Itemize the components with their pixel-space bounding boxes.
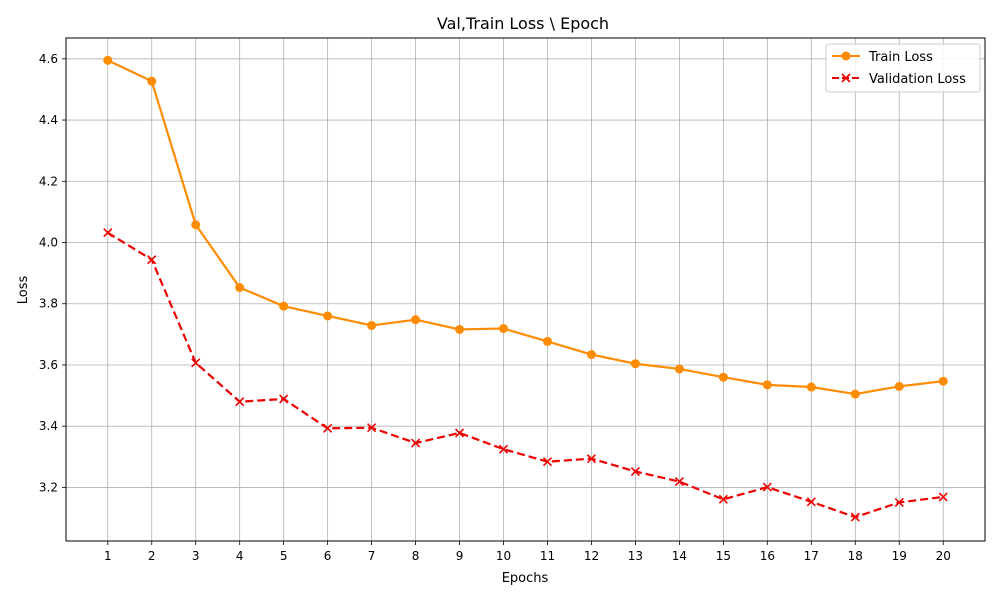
train-loss-point [191, 220, 201, 230]
validation-loss-line [107, 231, 944, 519]
validation-loss-point [938, 492, 948, 502]
y-tick-label: 3.4 [39, 419, 58, 433]
y-tick-label: 3.2 [39, 480, 58, 494]
x-axis-label: Epochs [502, 571, 549, 586]
y-tick-label: 4.4 [39, 113, 58, 127]
validation-loss-point [279, 394, 289, 404]
x-tick-label: 18 [848, 549, 863, 563]
validation-loss-point [718, 494, 728, 504]
train-loss-point [103, 55, 113, 65]
legend-validation-label: Validation Loss [869, 72, 966, 87]
train-loss-line [107, 59, 944, 396]
legend-box [825, 43, 981, 93]
x-tick-label: 3 [192, 549, 200, 563]
validation-loss-point [894, 497, 904, 507]
validation-loss-point [586, 454, 597, 464]
validation-loss-point [498, 444, 509, 454]
train-loss-point [674, 364, 684, 374]
plot-area-frame [65, 37, 986, 542]
y-tick-label: 4.2 [39, 174, 58, 188]
validation-loss-point [630, 466, 640, 477]
y-axis-label: Loss [16, 276, 31, 305]
series-lines [103, 55, 948, 522]
train-loss-point [279, 301, 289, 311]
train-loss-point [850, 389, 860, 399]
x-tick-label: 12 [584, 549, 599, 563]
legend-train-marker [841, 51, 851, 61]
legend: Train Loss Validation Loss [825, 43, 981, 93]
x-tick-label: 7 [368, 549, 376, 563]
validation-loss-point [850, 512, 860, 522]
validation-loss-point [103, 228, 113, 238]
x-tick-label: 20 [936, 549, 951, 563]
train-loss-point [411, 315, 421, 325]
train-loss-point [367, 320, 377, 330]
y-tick-label: 4.6 [39, 52, 58, 66]
train-loss-point [542, 336, 552, 346]
y-tick-label: 3.6 [39, 358, 58, 372]
x-tick-label: 14 [672, 549, 687, 563]
train-loss-point [630, 359, 640, 369]
x-tick-label: 15 [716, 549, 731, 563]
validation-loss-point [411, 438, 421, 448]
train-loss-point [806, 382, 816, 392]
validation-loss-point [806, 497, 816, 507]
x-tick-label: 8 [412, 549, 420, 563]
grid-lines [66, 38, 985, 541]
validation-loss-point [454, 428, 465, 438]
train-loss-point [718, 372, 728, 382]
x-tick-label: 11 [540, 549, 555, 563]
x-tick-label: 4 [236, 549, 244, 563]
x-tick-label: 9 [456, 549, 464, 563]
y-tick-label: 3.8 [39, 297, 58, 311]
validation-loss-point [542, 457, 553, 467]
validation-loss-point [762, 482, 772, 492]
validation-loss-point [323, 423, 333, 433]
chart-title: Val,Train Loss \ Epoch [437, 14, 609, 33]
x-tick-label: 17 [804, 549, 819, 563]
train-loss-point [147, 76, 157, 86]
train-loss-point [323, 311, 333, 321]
train-loss-point [762, 380, 772, 390]
x-tick-label: 19 [892, 549, 907, 563]
train-loss-point [586, 350, 596, 360]
train-loss-point [894, 381, 904, 391]
legend-validation-marker [841, 73, 851, 83]
train-loss-point [455, 324, 465, 334]
validation-loss-point [147, 255, 157, 265]
x-tick-label: 10 [496, 549, 511, 563]
train-loss-point [499, 324, 509, 334]
validation-loss-point [235, 397, 245, 407]
y-tick-label: 4.0 [39, 236, 58, 250]
legend-train-label: Train Loss [868, 50, 933, 65]
train-loss-point [235, 283, 245, 293]
validation-loss-point [367, 423, 377, 433]
x-tick-label: 5 [280, 549, 288, 563]
x-tick-label: 1 [104, 549, 112, 563]
axis-ticks: 1 2 3 4 5 6 7 8 9 10 11 12 13 14 15 16 17 18 19 203.23.43.6… [39, 52, 951, 563]
x-tick-label: 2 [148, 549, 156, 563]
validation-loss-point [191, 358, 201, 368]
x-tick-label: 16 [760, 549, 775, 563]
x-tick-label: 13 [628, 549, 643, 563]
x-tick-label: 6 [324, 549, 332, 563]
validation-loss-point [674, 477, 684, 487]
train-loss-point [938, 376, 948, 386]
